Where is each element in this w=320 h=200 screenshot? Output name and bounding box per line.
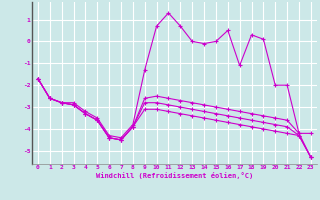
X-axis label: Windchill (Refroidissement éolien,°C): Windchill (Refroidissement éolien,°C) [96, 172, 253, 179]
